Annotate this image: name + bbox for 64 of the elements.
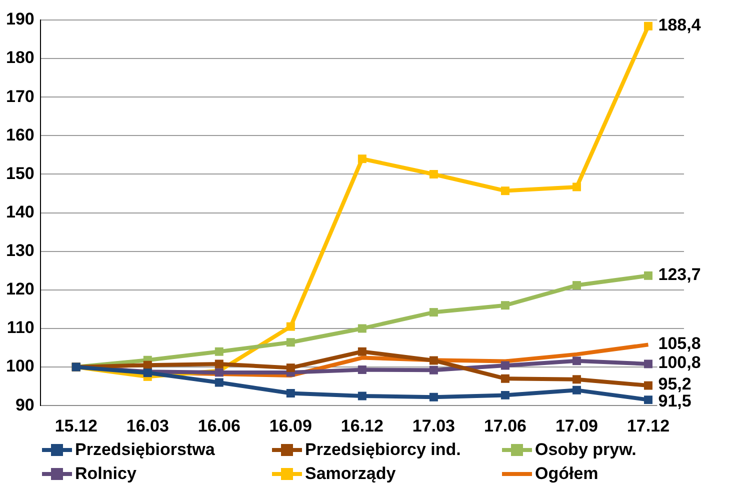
- point: [572, 281, 581, 290]
- data-label: 100,8: [658, 353, 701, 372]
- point: [214, 378, 224, 387]
- point: [500, 361, 510, 370]
- data-label: 123,7: [658, 264, 701, 284]
- point: [572, 386, 581, 394]
- y-tick-label: 160: [6, 125, 34, 144]
- point: [358, 392, 366, 400]
- point: [358, 324, 366, 333]
- legend-label: Samorządy: [305, 464, 396, 484]
- y-tick-label: 180: [6, 48, 34, 68]
- data-label: 95,2: [658, 374, 692, 394]
- legend-label: Rolnicy: [75, 464, 136, 484]
- point: [500, 186, 510, 196]
- point: [644, 271, 652, 280]
- x-tick-label: 15.12: [54, 416, 98, 436]
- point: [429, 366, 438, 374]
- point: [286, 389, 295, 398]
- point: [429, 308, 438, 317]
- y-tick-label: 90: [15, 395, 34, 414]
- data-label: 105,8: [658, 334, 701, 353]
- point: [214, 347, 224, 356]
- point: [644, 22, 652, 30]
- point: [358, 347, 366, 356]
- point: [500, 374, 510, 383]
- y-tick-label: 100: [6, 356, 34, 376]
- y-tick-label: 190: [6, 10, 34, 29]
- y-tick-label: 120: [6, 280, 34, 299]
- x-tick-label: 17.06: [484, 416, 526, 436]
- legend-label: Ogółem: [535, 464, 598, 484]
- y-tick-label: 130: [6, 241, 34, 260]
- x-tick-label: 17.03: [412, 416, 455, 436]
- point: [358, 365, 366, 374]
- data-label: 188,4: [658, 15, 702, 34]
- y-tick-label: 150: [6, 164, 34, 183]
- point: [500, 390, 510, 400]
- legend-label: Przedsiębiorcy ind.: [305, 440, 461, 460]
- point: [429, 170, 438, 178]
- y-tick-label: 170: [6, 86, 34, 106]
- legend-label: Przedsiębiorstwa: [75, 440, 215, 460]
- point: [214, 360, 224, 368]
- point: [286, 364, 295, 372]
- point: [358, 154, 366, 164]
- x-tick-label: 16.12: [340, 416, 384, 436]
- point: [644, 360, 652, 368]
- point: [572, 356, 581, 366]
- point: [286, 338, 295, 347]
- legend-label: Osoby pryw.: [535, 440, 636, 460]
- x-tick-label: 16.06: [198, 416, 240, 436]
- y-tick-label: 110: [6, 318, 34, 338]
- point: [644, 396, 652, 404]
- x-tick-label: 16.09: [269, 416, 312, 436]
- data-label: 91,5: [658, 392, 692, 411]
- point: [572, 375, 581, 384]
- point: [429, 356, 438, 365]
- point: [286, 322, 295, 331]
- x-tick-label: 17.09: [555, 416, 598, 436]
- x-tick-label: 16.03: [126, 416, 169, 436]
- point: [429, 392, 438, 402]
- y-tick-label: 140: [6, 202, 34, 222]
- x-tick-label: 17.12: [626, 416, 670, 436]
- point: [644, 381, 652, 390]
- point: [572, 182, 581, 192]
- point: [500, 301, 510, 310]
